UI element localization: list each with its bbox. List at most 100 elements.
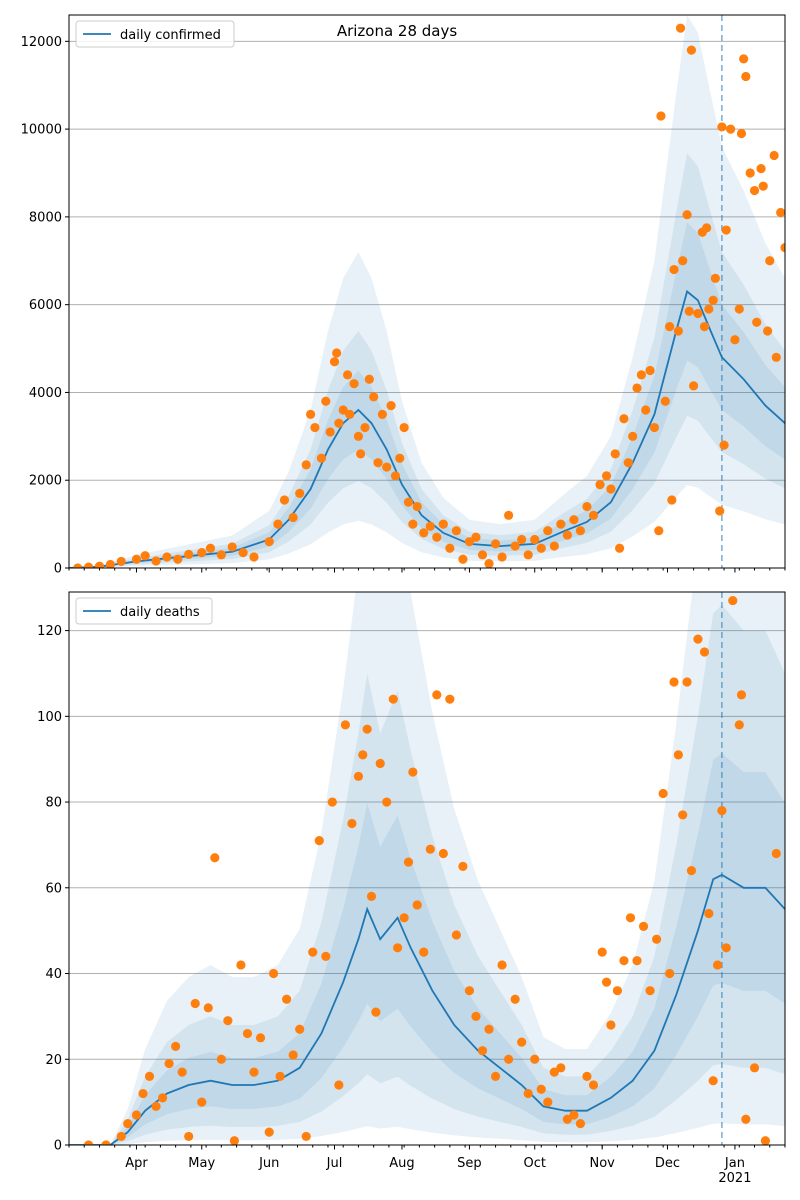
- data-point: [264, 1127, 274, 1137]
- data-point: [523, 1088, 533, 1099]
- data-point: [771, 352, 781, 362]
- data-point: [725, 124, 736, 134]
- data-point: [419, 947, 429, 957]
- data-point: [606, 484, 616, 494]
- data-point: [249, 552, 259, 562]
- data-point: [203, 1003, 213, 1013]
- data-point: [667, 495, 677, 505]
- data-point: [595, 480, 605, 490]
- data-point: [334, 418, 344, 428]
- uncertainty-band: [69, 604, 785, 1145]
- data-point: [556, 519, 566, 529]
- data-point: [73, 563, 83, 568]
- data-point: [177, 1067, 187, 1077]
- y-tick-label: 40: [45, 967, 62, 982]
- data-point: [638, 921, 649, 931]
- data-point: [739, 54, 749, 64]
- data-point: [741, 1114, 751, 1124]
- data-point: [375, 758, 385, 769]
- data-point: [665, 322, 675, 332]
- x-tick-label: Sep: [457, 1156, 482, 1171]
- y-tick-label: 2000: [29, 474, 62, 489]
- data-point: [660, 396, 670, 406]
- data-point: [523, 550, 533, 560]
- data-point: [749, 1063, 760, 1073]
- data-point: [314, 836, 324, 846]
- data-point: [151, 556, 161, 566]
- uncertainty-band: [69, 592, 785, 1145]
- data-point: [536, 1084, 546, 1094]
- data-point: [758, 181, 768, 191]
- data-point: [238, 548, 248, 558]
- data-point: [730, 335, 740, 345]
- data-point: [412, 900, 422, 910]
- data-point: [131, 1110, 142, 1120]
- deaths-panel: 0 20 40 60 80 100 120 Apr May Jun Jul Aug Sep Oct Nov D…: [37, 591, 786, 1186]
- data-point: [741, 71, 751, 82]
- plot-area: [69, 592, 785, 1145]
- data-point: [382, 797, 392, 807]
- data-point: [390, 471, 401, 481]
- data-point: [151, 1101, 161, 1112]
- data-point: [332, 348, 342, 358]
- data-point: [432, 532, 442, 542]
- data-point: [316, 453, 327, 463]
- y-tick-label: 10000: [21, 123, 62, 138]
- data-point: [517, 1037, 527, 1047]
- data-point: [157, 1093, 168, 1103]
- data-point: [673, 750, 683, 760]
- data-point: [190, 998, 200, 1009]
- data-point: [636, 370, 646, 380]
- data-point: [342, 370, 353, 380]
- data-point: [588, 1080, 599, 1090]
- data-point: [651, 934, 662, 944]
- data-point: [632, 383, 642, 393]
- data-point: [575, 526, 586, 536]
- data-point: [445, 694, 455, 704]
- data-point: [686, 45, 697, 55]
- data-point: [340, 720, 350, 730]
- x-year-label: 2021: [718, 1171, 751, 1186]
- data-point: [173, 554, 183, 564]
- data-point: [597, 947, 607, 957]
- data-point: [601, 977, 612, 987]
- data-point: [649, 422, 660, 433]
- data-point: [769, 150, 779, 161]
- axes-frame: [68, 14, 786, 569]
- data-point: [625, 913, 636, 923]
- data-point: [425, 844, 435, 854]
- data-point: [242, 1028, 253, 1039]
- data-point: [458, 861, 468, 871]
- data-point: [497, 960, 507, 970]
- data-point: [736, 690, 747, 700]
- data-point: [760, 1136, 771, 1145]
- x-tick-label: Dec: [655, 1156, 680, 1171]
- x-tick-label: Aug: [389, 1156, 414, 1171]
- data-point: [94, 561, 105, 568]
- data-point: [619, 956, 629, 966]
- data-point: [675, 23, 686, 33]
- data-point: [105, 559, 115, 568]
- data-point: [205, 543, 216, 553]
- data-point: [362, 724, 372, 734]
- data-point: [562, 1114, 572, 1124]
- data-point: [569, 1110, 579, 1120]
- x-tick-label: Oct: [523, 1156, 545, 1171]
- data-point: [752, 317, 762, 327]
- data-point: [762, 326, 773, 336]
- data-point: [123, 1118, 133, 1129]
- data-point: [615, 543, 625, 553]
- data-point: [162, 552, 172, 562]
- data-point: [693, 308, 703, 319]
- data-point: [765, 256, 775, 266]
- data-point: [549, 1067, 559, 1077]
- y-tick-label: 80: [45, 796, 62, 811]
- data-point: [321, 396, 331, 406]
- data-point: [295, 488, 305, 498]
- data-point: [717, 122, 727, 132]
- data-point: [377, 409, 387, 419]
- data-point: [268, 968, 279, 979]
- data-point: [451, 930, 461, 940]
- axes-frame: [68, 591, 786, 1146]
- data-point: [734, 304, 744, 314]
